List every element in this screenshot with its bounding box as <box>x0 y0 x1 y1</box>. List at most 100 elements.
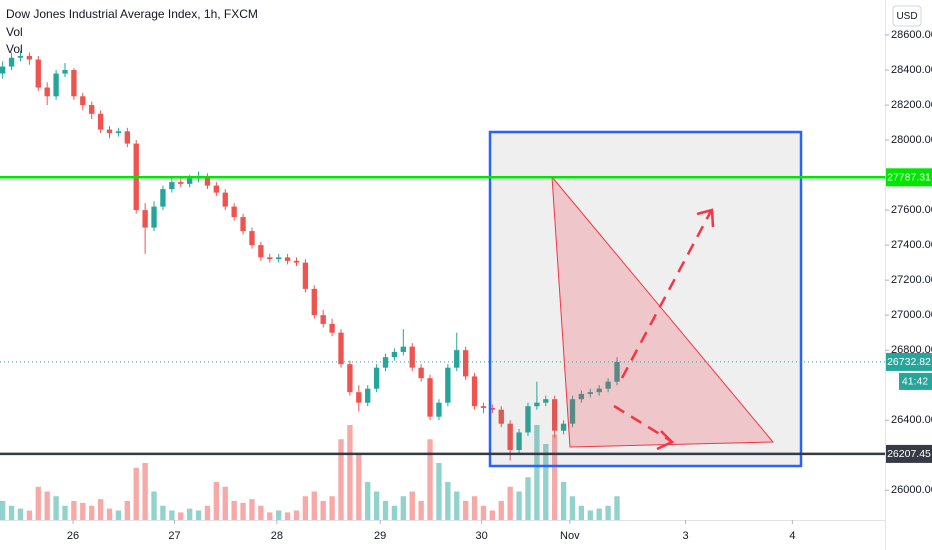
y-tick-label: 28200.00 <box>891 99 932 111</box>
candle-body <box>409 346 415 368</box>
volume-bar <box>8 505 15 520</box>
volume-bar <box>71 501 77 520</box>
x-tick-label: 4 <box>789 530 795 542</box>
volume-bar <box>471 496 478 520</box>
candle-body <box>489 407 496 410</box>
volume-bar <box>338 439 344 520</box>
volume-bar <box>534 425 540 520</box>
volume-bar <box>258 505 264 520</box>
volume-bar <box>445 482 451 520</box>
candle-body <box>53 73 59 97</box>
volume-bar <box>302 496 309 520</box>
candle-body <box>614 361 620 382</box>
volume-bar <box>89 505 95 520</box>
candle-body <box>605 381 611 389</box>
candle-body <box>400 346 406 352</box>
arrow-up-head <box>696 208 715 228</box>
candle-body <box>8 57 15 67</box>
volume-bar <box>0 501 6 520</box>
indicator-label: Vol <box>6 25 23 39</box>
y-tick-label: 28000.00 <box>891 134 932 146</box>
candle-body <box>160 189 166 207</box>
candle-body <box>418 367 424 379</box>
candle-body <box>454 350 460 368</box>
volume-bar <box>204 505 211 520</box>
volume-bar <box>498 501 504 520</box>
x-tick-label: 26 <box>67 530 79 542</box>
volume-bar <box>320 501 326 520</box>
volume-bar <box>454 491 460 520</box>
y-tick-label: 27000.00 <box>891 309 932 321</box>
volume-bar <box>578 505 585 520</box>
arrow-down[interactable] <box>613 404 672 443</box>
candle-body <box>436 402 442 417</box>
volume-bar <box>231 501 237 520</box>
candle-body <box>293 260 300 263</box>
candle-body <box>498 409 504 424</box>
candle-body <box>525 406 531 433</box>
candle-body <box>445 367 451 403</box>
candle-body <box>276 257 282 260</box>
volume-bar <box>605 505 611 520</box>
volume-bar <box>507 486 513 520</box>
candle-body <box>97 113 104 130</box>
candle-body <box>480 406 487 408</box>
volume-bar <box>62 505 68 520</box>
candle-body <box>373 367 380 389</box>
arrow-drawings[interactable] <box>613 208 715 451</box>
volume-bar <box>17 508 24 520</box>
volume-bar <box>240 502 246 520</box>
arrow-up[interactable] <box>620 210 713 379</box>
triangle-drawing[interactable] <box>551 175 775 448</box>
volume-bar <box>560 482 567 520</box>
level-layer: 27787.31 26207.45 26732.82 41:42 <box>0 168 932 463</box>
volume-bar <box>26 510 33 520</box>
volume-bar <box>124 501 130 520</box>
volume-bar <box>489 510 496 520</box>
level-label: 27787.31 <box>887 172 931 184</box>
candle-body <box>382 357 389 368</box>
volume-bar <box>427 439 433 520</box>
x-tick-label: 3 <box>683 530 689 542</box>
candle-body <box>26 56 33 60</box>
volume-bar <box>525 477 531 520</box>
volume-bar <box>80 502 86 520</box>
candle-body <box>106 129 113 134</box>
level-label-bg <box>886 352 932 371</box>
volume-bar <box>552 434 558 520</box>
candle-body <box>186 178 193 184</box>
arrow-down-head <box>656 430 675 451</box>
volume-bar <box>596 508 602 520</box>
volume-bar <box>356 453 362 520</box>
volume-bar <box>186 508 193 520</box>
volume-bar <box>400 496 406 520</box>
candle-body <box>302 262 309 289</box>
volume-bar <box>462 501 469 520</box>
volume-bar <box>329 496 335 520</box>
currency-button[interactable] <box>892 5 922 27</box>
volume-bar <box>249 499 255 520</box>
volume-bar <box>373 491 380 520</box>
candle-body <box>516 432 522 450</box>
volume-bar <box>293 510 300 520</box>
volume-bar <box>311 491 317 520</box>
candle-body <box>507 423 513 450</box>
candle-body <box>462 350 469 377</box>
rectangle-drawing[interactable] <box>488 130 803 468</box>
level-label-bg <box>886 168 932 187</box>
candle-body <box>142 210 148 228</box>
volume-bar <box>133 467 139 520</box>
volume-bar <box>569 496 576 520</box>
candle-body <box>89 105 95 114</box>
volume-bar <box>614 496 620 520</box>
candle-body <box>329 323 335 333</box>
level-label: 26207.45 <box>887 448 931 460</box>
volume-bar <box>142 463 148 520</box>
volume-bar <box>391 505 398 520</box>
candle-body <box>391 351 398 358</box>
candle-body <box>80 96 86 106</box>
volume-bar <box>106 508 113 520</box>
candle-body <box>71 70 77 97</box>
volume-bar <box>195 510 202 520</box>
